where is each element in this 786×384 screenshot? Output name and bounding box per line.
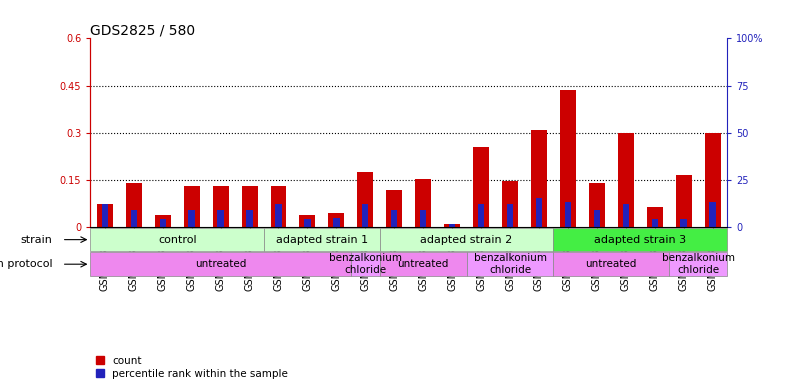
Text: GDS2825 / 580: GDS2825 / 580 bbox=[90, 23, 196, 37]
Bar bbox=[710, 202, 716, 227]
Bar bbox=[218, 210, 224, 227]
Bar bbox=[160, 218, 166, 227]
Bar bbox=[531, 130, 547, 227]
Bar bbox=[241, 186, 258, 227]
Bar bbox=[333, 218, 340, 227]
Text: control: control bbox=[158, 235, 196, 245]
Bar bbox=[380, 252, 467, 276]
Bar bbox=[478, 204, 484, 227]
Bar bbox=[444, 224, 460, 227]
Bar bbox=[155, 215, 171, 227]
Bar bbox=[184, 186, 200, 227]
Bar bbox=[564, 202, 571, 227]
Bar bbox=[623, 204, 629, 227]
Bar bbox=[681, 218, 687, 227]
Bar bbox=[90, 252, 351, 276]
Bar bbox=[647, 207, 663, 227]
Bar bbox=[101, 204, 108, 227]
Bar bbox=[264, 228, 380, 252]
Text: untreated: untreated bbox=[195, 259, 246, 269]
Bar bbox=[362, 204, 369, 227]
Text: strain: strain bbox=[20, 235, 52, 245]
Bar bbox=[386, 190, 402, 227]
Bar bbox=[502, 181, 518, 227]
Bar bbox=[299, 215, 315, 227]
Bar bbox=[415, 179, 432, 227]
Text: untreated: untreated bbox=[398, 259, 449, 269]
Text: benzalkonium
chloride: benzalkonium chloride bbox=[662, 253, 735, 275]
Bar bbox=[90, 228, 264, 252]
Legend: count, percentile rank within the sample: count, percentile rank within the sample bbox=[96, 356, 288, 379]
Bar bbox=[380, 228, 553, 252]
Bar bbox=[536, 199, 542, 227]
Bar bbox=[676, 175, 692, 227]
Text: adapted strain 2: adapted strain 2 bbox=[421, 235, 512, 245]
Bar bbox=[593, 210, 600, 227]
Bar bbox=[213, 186, 229, 227]
Bar bbox=[130, 210, 137, 227]
Bar bbox=[704, 133, 721, 227]
Bar bbox=[97, 204, 113, 227]
Bar bbox=[270, 186, 286, 227]
Bar bbox=[553, 252, 669, 276]
Bar bbox=[329, 213, 344, 227]
Text: untreated: untreated bbox=[586, 259, 637, 269]
Bar bbox=[467, 252, 553, 276]
Bar bbox=[246, 210, 253, 227]
Bar bbox=[304, 218, 310, 227]
Bar bbox=[126, 183, 141, 227]
Text: adapted strain 3: adapted strain 3 bbox=[594, 235, 686, 245]
Bar bbox=[589, 183, 604, 227]
Bar bbox=[618, 133, 634, 227]
Bar bbox=[553, 228, 727, 252]
Bar bbox=[189, 210, 195, 227]
Bar bbox=[507, 204, 513, 227]
Bar bbox=[449, 224, 455, 227]
Text: benzalkonium
chloride: benzalkonium chloride bbox=[329, 253, 402, 275]
Bar bbox=[652, 218, 658, 227]
Bar bbox=[420, 210, 426, 227]
Bar bbox=[560, 90, 576, 227]
Bar bbox=[358, 172, 373, 227]
Text: adapted strain 1: adapted strain 1 bbox=[276, 235, 368, 245]
Bar bbox=[391, 210, 398, 227]
Bar bbox=[351, 252, 380, 276]
Bar bbox=[473, 147, 489, 227]
Text: benzalkonium
chloride: benzalkonium chloride bbox=[473, 253, 546, 275]
Bar bbox=[275, 204, 281, 227]
Text: growth protocol: growth protocol bbox=[0, 259, 52, 269]
Bar bbox=[669, 252, 727, 276]
